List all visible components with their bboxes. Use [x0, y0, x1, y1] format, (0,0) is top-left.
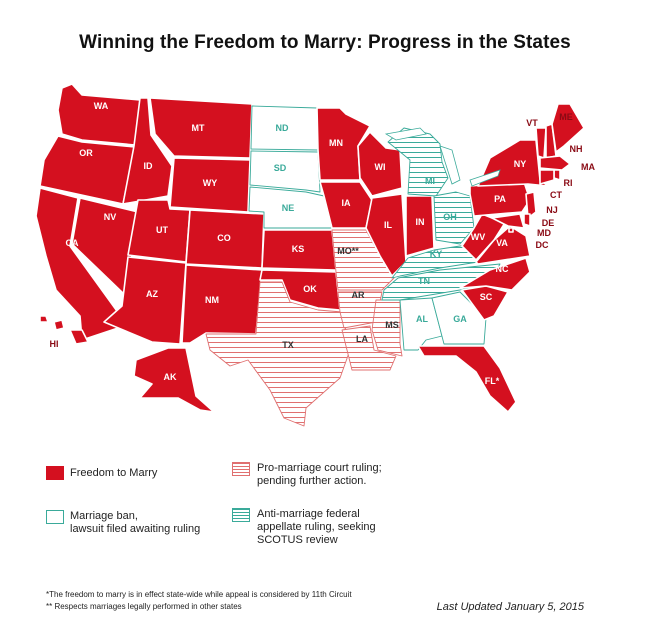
state-label-HI: HI — [50, 339, 59, 349]
last-updated: Last Updated January 5, 2015 — [436, 601, 584, 613]
legend-court-line2: pending further action. — [257, 475, 367, 487]
state-label-KY: KY — [430, 249, 443, 259]
state-label-WI: WI — [375, 162, 386, 172]
state-label-WV: WV — [471, 232, 486, 242]
state-label-NH: NH — [570, 144, 583, 154]
legend-court-label: Pro-marriage court ruling; pending furth… — [257, 462, 382, 488]
state-SD[interactable] — [249, 150, 321, 193]
state-label-IN: IN — [416, 217, 425, 227]
state-label-MT: MT — [192, 123, 205, 133]
legend-appeal-line1: Anti-marriage federal — [257, 508, 360, 520]
legend-court-line1: Pro-marriage court ruling; — [257, 462, 382, 474]
footnote-2: ** Respects marriages legally performed … — [46, 602, 242, 611]
legend-swatch-ban — [46, 510, 64, 524]
state-label-DE: DE — [542, 218, 555, 228]
state-label-ID: ID — [144, 161, 154, 171]
state-AK[interactable] — [133, 347, 215, 413]
state-label-CO: CO — [217, 233, 231, 243]
state-label-NY: NY — [514, 159, 527, 169]
state-label-OR: OR — [79, 148, 93, 158]
great-lakes — [384, 127, 501, 187]
state-CT[interactable] — [539, 169, 555, 185]
state-DC[interactable] — [508, 227, 514, 233]
state-label-AR: AR — [352, 290, 365, 300]
state-LA[interactable] — [341, 325, 397, 371]
state-label-WA: WA — [94, 101, 109, 111]
state-label-SD: SD — [274, 163, 287, 173]
state-label-TX: TX — [282, 340, 294, 350]
state-label-RI: RI — [564, 178, 573, 188]
state-IL[interactable] — [365, 193, 407, 277]
state-label-NV: NV — [104, 212, 117, 222]
state-label-KS: KS — [292, 244, 305, 254]
state-label-NC: NC — [496, 264, 509, 274]
legend-ban-line2: lawsuit filed awaiting ruling — [70, 523, 201, 535]
state-label-TN: TN — [418, 276, 430, 286]
state-label-MI: MI — [425, 176, 435, 186]
us-marriage-map: WA OR CA NV ID MT WY UT CO AZ NM ND SD NE KS OK TX MN IA MO… — [35, 83, 595, 427]
state-label-GA: GA — [453, 314, 467, 324]
state-label-LA: LA — [356, 334, 368, 344]
state-label-MD: MD — [537, 228, 551, 238]
state-label-NE: NE — [282, 203, 295, 213]
legend-swatch-appeal — [232, 508, 250, 522]
legend-appeal-line3: SCOTUS review — [257, 534, 338, 546]
legend-appeal-label: Anti-marriage federal appellate ruling, … — [257, 508, 376, 547]
legend-ban-label: Marriage ban, lawsuit filed awaiting rul… — [70, 510, 200, 536]
state-TX[interactable] — [205, 281, 351, 427]
state-ME[interactable] — [551, 103, 585, 153]
footnote-1: *The freedom to marry is in effect state… — [46, 590, 352, 599]
state-DE[interactable] — [523, 213, 531, 227]
state-label-MS: MS — [385, 320, 399, 330]
state-label-OK: OK — [303, 284, 317, 294]
state-label-ND: ND — [276, 123, 289, 133]
legend-swatch-court — [232, 462, 250, 476]
state-label-MA: MA — [581, 162, 595, 172]
state-label-AL: AL — [416, 314, 428, 324]
legend-appeal-line2: appellate ruling, seeking — [257, 521, 376, 533]
state-FL[interactable] — [417, 345, 517, 413]
state-WY[interactable] — [169, 157, 251, 213]
state-label-NM: NM — [205, 295, 219, 305]
state-RI[interactable] — [553, 169, 561, 181]
state-WI[interactable] — [357, 131, 403, 197]
state-NJ[interactable] — [525, 191, 537, 219]
state-label-SC: SC — [480, 292, 493, 302]
state-label-FL: FL* — [485, 376, 500, 386]
map-title: Winning the Freedom to Marry: Progress i… — [79, 32, 571, 53]
legend-ban-line1: Marriage ban, — [70, 510, 138, 522]
state-AR[interactable] — [337, 291, 383, 329]
state-label-ME: ME — [559, 112, 573, 122]
state-label-DC: DC — [536, 240, 549, 250]
state-label-NJ: NJ — [546, 205, 558, 215]
state-NC[interactable] — [459, 257, 531, 291]
state-IN[interactable] — [405, 195, 435, 257]
state-label-CT: CT — [550, 190, 562, 200]
state-label-MN: MN — [329, 138, 343, 148]
state-label-VT: VT — [526, 118, 538, 128]
state-ID[interactable] — [122, 97, 173, 205]
state-label-IL: IL — [384, 220, 393, 230]
state-HI[interactable] — [39, 315, 89, 345]
state-NE[interactable] — [248, 186, 333, 229]
state-label-CA: CA — [66, 238, 79, 248]
legend-swatch-freedom — [46, 466, 64, 480]
legend-freedom-label: Freedom to Marry — [70, 467, 158, 479]
state-AZ[interactable] — [103, 256, 187, 345]
state-MA[interactable] — [539, 155, 571, 171]
state-label-PA: PA — [494, 194, 506, 204]
state-label-VA: VA — [496, 238, 508, 248]
state-WA[interactable] — [57, 83, 141, 146]
state-label-MO: MO** — [337, 246, 359, 256]
state-label-IA: IA — [342, 198, 352, 208]
state-label-AK: AK — [164, 372, 177, 382]
state-VT[interactable] — [535, 127, 547, 159]
state-MT[interactable] — [149, 97, 253, 159]
state-label-UT: UT — [156, 225, 168, 235]
state-label-WY: WY — [203, 178, 218, 188]
state-label-AZ: AZ — [146, 289, 158, 299]
state-label-OH: OH — [443, 212, 457, 222]
state-NM[interactable] — [181, 264, 263, 344]
state-MD[interactable] — [491, 213, 525, 229]
